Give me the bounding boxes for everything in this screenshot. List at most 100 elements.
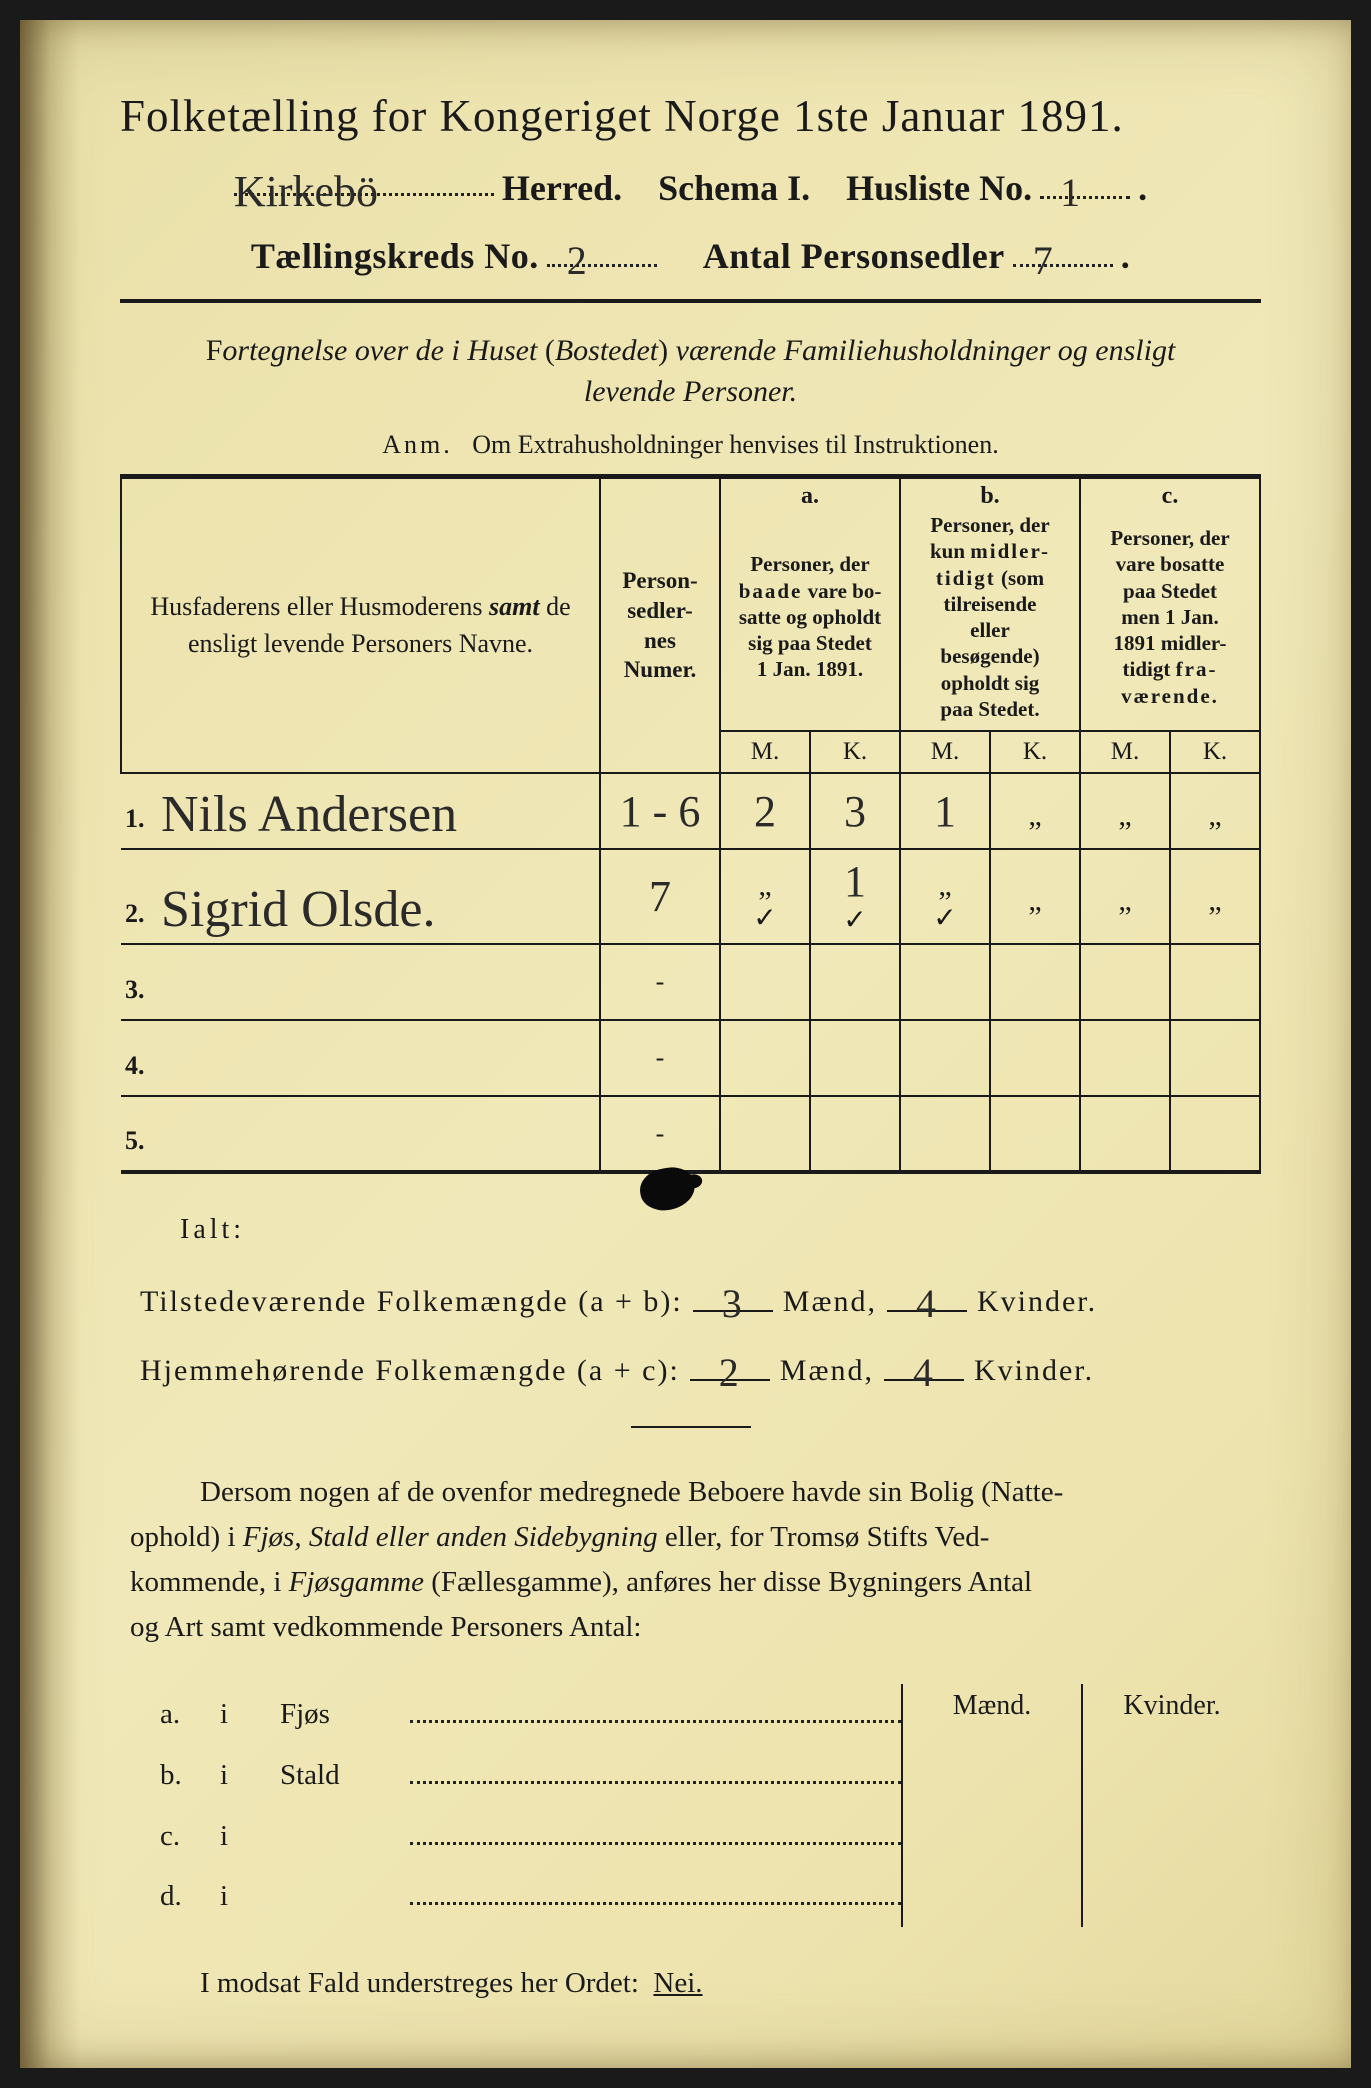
value-cell <box>1170 1096 1260 1172</box>
value-cell: „ <box>1170 773 1260 849</box>
total-present-m: 3 <box>722 1281 744 1326</box>
personsedler-cell: - <box>600 944 720 1020</box>
building-section: a.iFjøsb.iStaldc.id.i Mænd. Kvinder. <box>120 1684 1261 1928</box>
col-c-letter: c. <box>1080 477 1260 511</box>
value-cell <box>900 944 990 1020</box>
household-table: Husfaderens eller Husmoderens samt de en… <box>120 474 1261 1174</box>
anm-text: Om Extrahusholdninger henvises til Instr… <box>472 430 998 459</box>
value-cell <box>720 944 810 1020</box>
building-i: i <box>220 1806 280 1867</box>
total-resident-k-field: 4 <box>884 1343 964 1381</box>
final-line: I modsat Fald understreges her Ordet: Ne… <box>200 1967 1261 2000</box>
personsedler-cell: 7 <box>600 849 720 944</box>
kreds-value: 2 <box>547 238 588 283</box>
col-a-head: Personer, der baade vare bo-satte og oph… <box>720 510 900 731</box>
col-a-letter: a. <box>720 477 900 511</box>
building-name: Fjøs <box>280 1684 410 1745</box>
person-name: Nils Andersen <box>161 786 457 843</box>
col-b-letter: b. <box>900 477 1080 511</box>
total-resident-k-label: Kvinder. <box>974 1354 1094 1388</box>
total-present-k-field: 4 <box>887 1274 967 1312</box>
husliste-field: 1 <box>1040 163 1130 199</box>
table-row: 2.Sigrid Olsde.7„✓1✓„✓„„„ <box>121 849 1260 944</box>
kreds-label: Tællingskreds No. <box>251 235 539 277</box>
value-cell: 1 <box>900 773 990 849</box>
building-letter: b. <box>160 1745 220 1806</box>
dotted-line <box>410 1766 901 1784</box>
anm-note: Anm. Om Extrahusholdninger henvises til … <box>120 430 1261 460</box>
col-b-k: K. <box>990 731 1080 773</box>
table-row: 3. - <box>121 944 1260 1020</box>
value-cell: 2 <box>720 773 810 849</box>
value-cell: „ <box>990 849 1080 944</box>
col-b-m: M. <box>900 731 990 773</box>
value-cell <box>720 1096 810 1172</box>
value-cell <box>990 1020 1080 1096</box>
row-number: 3. <box>121 944 161 1020</box>
total-resident-label: Hjemmehørende Folkemængde (a + c): <box>140 1354 680 1388</box>
building-name: Stald <box>280 1745 410 1806</box>
anm-label: Anm. <box>382 430 453 459</box>
col-head-name: Husfaderens eller Husmoderens samt de en… <box>121 477 600 774</box>
value-cell <box>810 1020 900 1096</box>
header-rule <box>120 299 1261 303</box>
personsedler-cell: - <box>600 1020 720 1096</box>
value-cell <box>990 1096 1080 1172</box>
building-row: d.i <box>160 1866 901 1927</box>
building-col-kvinder: Kvinder. <box>1083 1684 1261 1928</box>
total-present-k-label: Kvinder. <box>977 1285 1097 1319</box>
final-nei: Nei. <box>653 1967 702 1999</box>
value-cell <box>900 1096 990 1172</box>
antal-label: Antal Personsedler <box>703 235 1005 277</box>
herred-label: Herred. <box>502 167 622 209</box>
value-cell: „ <box>1080 849 1170 944</box>
value-cell: „ <box>1080 773 1170 849</box>
total-present-label: Tilstedeværende Folkemængde (a + b): <box>140 1285 683 1319</box>
total-present-k: 4 <box>916 1281 938 1326</box>
row-number: 2. <box>121 849 161 944</box>
value-cell <box>990 944 1080 1020</box>
personsedler-cell: - <box>600 1096 720 1172</box>
total-resident: Hjemmehørende Folkemængde (a + c): 2 Mæn… <box>140 1343 1261 1388</box>
value-cell <box>810 1096 900 1172</box>
total-resident-m-field: 2 <box>690 1343 770 1381</box>
col-head-number: Person-sedler-nesNumer. <box>600 477 720 774</box>
total-resident-m: 2 <box>719 1350 741 1395</box>
husliste-label: Husliste No. <box>846 167 1032 209</box>
building-row: c.i <box>160 1806 901 1867</box>
value-cell <box>1170 1020 1260 1096</box>
building-i: i <box>220 1745 280 1806</box>
value-cell: 3 <box>810 773 900 849</box>
dotted-line <box>410 1705 901 1723</box>
name-cell: Sigrid Olsde. <box>161 849 600 944</box>
value-cell: „✓ <box>720 849 810 944</box>
table-row: 5. - <box>121 1096 1260 1172</box>
name-cell: Nils Andersen <box>161 773 600 849</box>
col-c-m: M. <box>1080 731 1170 773</box>
final-text: I modsat Fald understreges her Ordet: <box>200 1967 639 1999</box>
checkmark: ✓ <box>729 901 801 935</box>
antal-value: 7 <box>1013 238 1054 283</box>
form-title: Folketælling for Kongeriget Norge 1ste J… <box>120 90 1261 142</box>
value-cell <box>1170 944 1260 1020</box>
value-cell <box>810 944 900 1020</box>
row-number: 5. <box>121 1096 161 1172</box>
building-col-maend: Mænd. <box>903 1684 1083 1928</box>
value-cell <box>1080 1096 1170 1172</box>
antal-field: 7 <box>1013 231 1113 267</box>
separator-rule <box>631 1426 751 1428</box>
value-cell: „✓ <box>900 849 990 944</box>
census-form-page: Folketælling for Kongeriget Norge 1ste J… <box>20 20 1351 2068</box>
col-b-head: Personer, derkun midler-tidigt (somtilre… <box>900 510 1080 731</box>
personsedler-cell: 1 - 6 <box>600 773 720 849</box>
name-cell <box>161 1096 600 1172</box>
row-number: 4. <box>121 1020 161 1096</box>
total-present: Tilstedeværende Folkemængde (a + b): 3 M… <box>140 1274 1261 1319</box>
value-cell: 1✓ <box>810 849 900 944</box>
table-row: 4. - <box>121 1020 1260 1096</box>
value-cell: „ <box>1170 849 1260 944</box>
building-letter: c. <box>160 1806 220 1867</box>
header-line-3: Tællingskreds No. 2 Antal Personsedler 7… <box>120 231 1261 277</box>
husliste-value: 1 <box>1040 170 1080 215</box>
value-cell <box>720 1020 810 1096</box>
